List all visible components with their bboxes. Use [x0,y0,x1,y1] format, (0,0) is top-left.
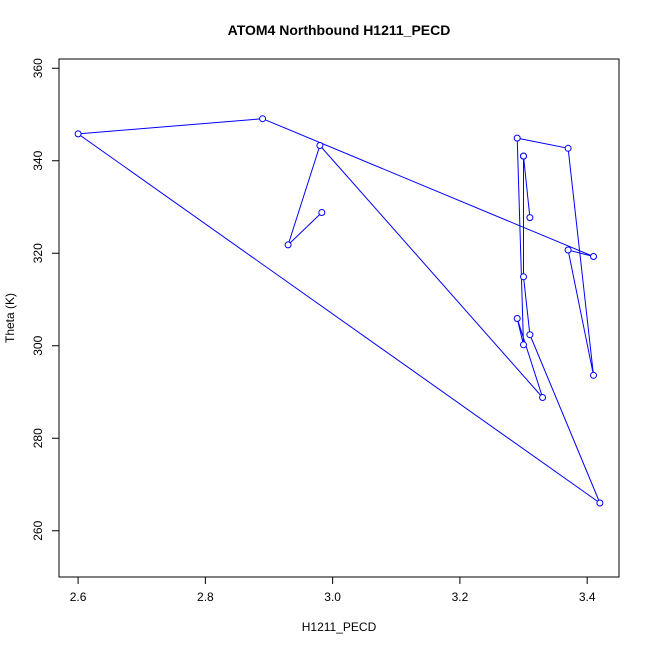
data-point [564,246,572,254]
y-tick-label: 340 [31,150,45,170]
data-point [259,115,267,123]
data-point [74,130,82,138]
data-point [596,499,604,507]
y-axis: 260 280 300 320 340 360 [31,58,60,541]
x-tick-label: 2.6 [70,590,87,604]
data-point [526,331,534,339]
x-axis-label: H1211_PECD [302,620,377,634]
series-line [76,118,602,505]
chart-title: ATOM4 Northbound H1211_PECD [228,22,451,38]
data-point [318,209,326,216]
data-point [520,152,527,160]
data-point [284,241,292,249]
data-point [513,315,521,322]
data-point [520,341,527,349]
data-point [520,273,527,281]
x-tick-label: 2.8 [197,590,214,604]
data-point [526,214,534,222]
x-tick-label: 3.2 [452,590,469,604]
y-axis-label: Theta (K) [3,293,17,343]
data-point [539,394,547,401]
data-point [590,371,597,379]
data-point [564,144,572,152]
data-point [513,134,521,142]
series-line-group [74,115,604,507]
data-point [316,142,324,149]
y-tick-label: 320 [31,243,45,263]
x-tick-label: 3.0 [324,590,341,604]
y-tick-label: 260 [31,520,45,540]
y-tick-label: 360 [31,58,45,78]
x-tick-label: 3.4 [579,590,596,604]
y-tick-label: 280 [31,428,45,448]
y-tick-label: 300 [31,335,45,355]
x-axis: 2.6 2.8 3.0 3.2 3.4 [70,576,596,604]
data-point [590,253,597,260]
